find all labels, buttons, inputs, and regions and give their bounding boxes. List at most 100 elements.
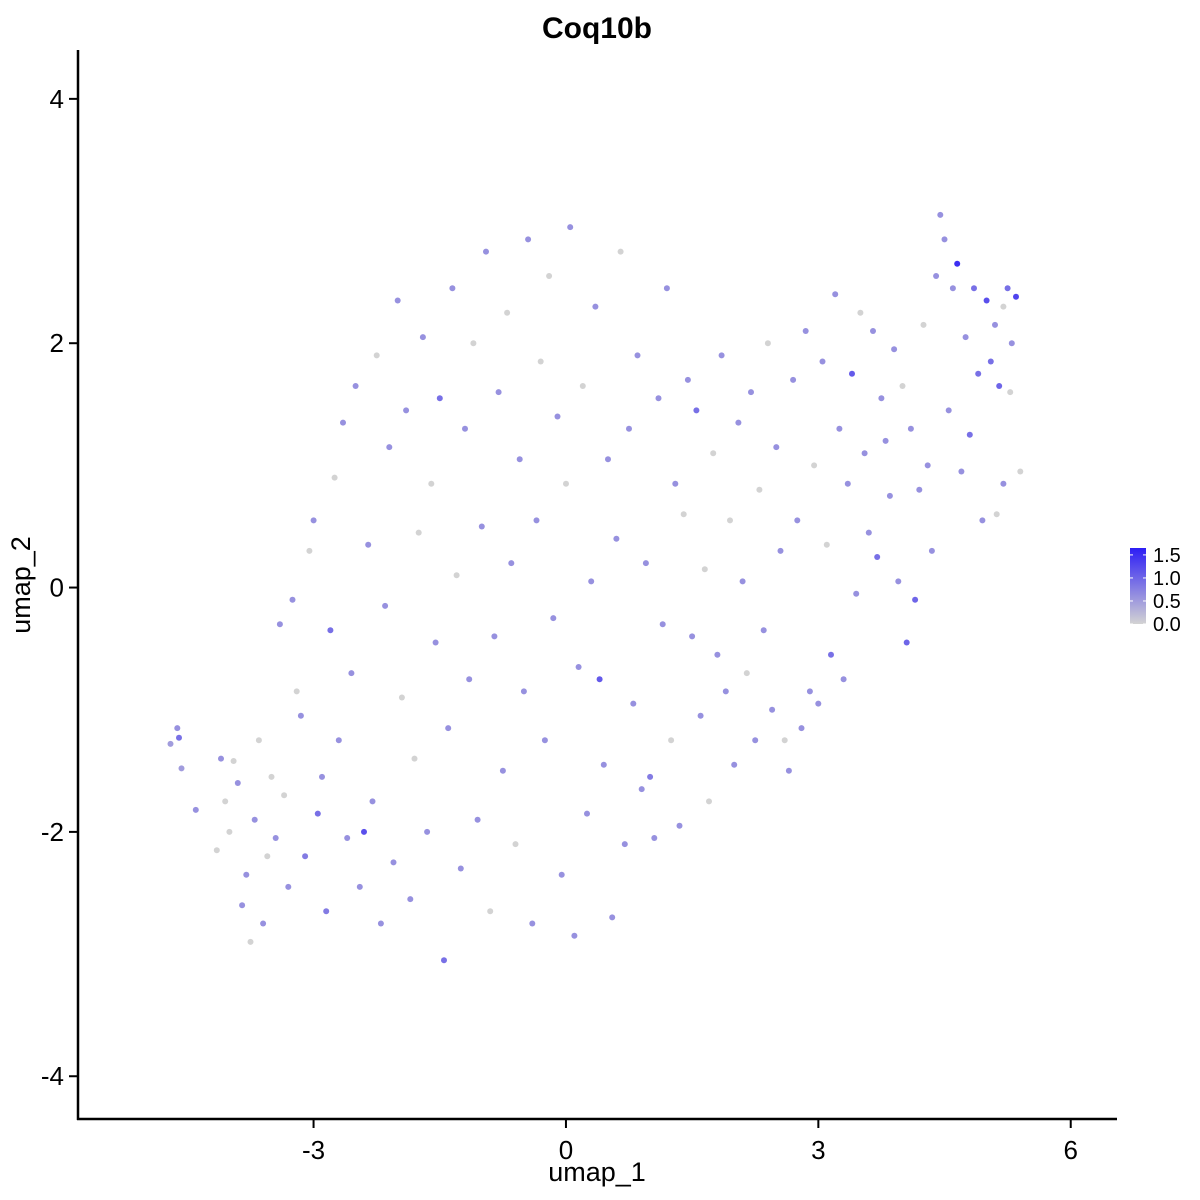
data-point bbox=[386, 444, 393, 451]
data-point bbox=[621, 841, 628, 848]
data-point bbox=[895, 578, 902, 585]
data-point bbox=[933, 273, 940, 279]
data-point bbox=[453, 572, 460, 579]
data-point bbox=[790, 376, 797, 383]
x-axis-label: umap_1 bbox=[548, 1157, 646, 1187]
data-point bbox=[533, 517, 540, 524]
data-point bbox=[870, 328, 876, 334]
data-point bbox=[802, 328, 809, 334]
data-point bbox=[178, 765, 185, 772]
data-point bbox=[735, 419, 742, 426]
data-point bbox=[491, 633, 498, 640]
data-point bbox=[571, 932, 578, 939]
data-point bbox=[916, 486, 923, 493]
data-point bbox=[289, 596, 296, 603]
data-point bbox=[331, 474, 338, 481]
data-point bbox=[891, 346, 898, 353]
data-point bbox=[912, 596, 919, 603]
data-point bbox=[319, 773, 325, 780]
data-point bbox=[234, 780, 241, 786]
data-point bbox=[575, 664, 582, 670]
data-point bbox=[798, 725, 805, 732]
data-point bbox=[642, 560, 649, 567]
data-point bbox=[937, 211, 944, 218]
data-point bbox=[701, 566, 708, 573]
data-point bbox=[806, 688, 813, 695]
data-point bbox=[928, 547, 935, 554]
data-point bbox=[882, 437, 889, 444]
data-point bbox=[886, 492, 893, 499]
data-point bbox=[550, 615, 557, 622]
data-point bbox=[462, 425, 468, 432]
data-point bbox=[828, 651, 834, 658]
colorbar-tick-label: 0.5 bbox=[1153, 591, 1181, 613]
data-point bbox=[382, 602, 389, 609]
data-point bbox=[836, 425, 843, 432]
x-tick-label: 6 bbox=[1063, 1135, 1077, 1165]
data-point bbox=[457, 865, 464, 872]
data-point bbox=[651, 835, 658, 841]
data-point bbox=[537, 358, 544, 365]
data-point bbox=[243, 871, 250, 878]
data-point bbox=[748, 389, 754, 396]
data-point bbox=[369, 798, 376, 805]
data-point bbox=[924, 462, 931, 469]
data-point bbox=[554, 413, 561, 420]
data-point bbox=[226, 828, 233, 835]
data-point bbox=[663, 285, 670, 292]
colorbar-tick-label: 1.0 bbox=[1153, 568, 1181, 590]
data-point bbox=[857, 309, 864, 316]
data-point bbox=[213, 847, 220, 854]
data-point bbox=[819, 358, 826, 365]
data-point bbox=[230, 758, 237, 764]
data-point bbox=[487, 908, 494, 915]
data-point bbox=[567, 224, 574, 231]
data-point bbox=[579, 383, 586, 389]
data-point bbox=[764, 340, 771, 347]
data-point bbox=[693, 407, 700, 414]
data-point bbox=[276, 621, 283, 628]
data-point bbox=[483, 248, 489, 255]
data-point bbox=[373, 352, 380, 359]
data-point bbox=[504, 309, 511, 316]
data-point bbox=[676, 822, 683, 829]
data-point bbox=[365, 541, 372, 548]
data-point bbox=[626, 425, 632, 432]
data-point bbox=[314, 810, 321, 817]
data-point bbox=[218, 755, 224, 762]
data-point bbox=[971, 285, 977, 292]
data-point bbox=[247, 938, 254, 945]
data-point bbox=[251, 816, 258, 823]
x-ticks: -3 0 3 6 bbox=[302, 1119, 1078, 1165]
data-point bbox=[684, 376, 691, 383]
data-point bbox=[987, 358, 994, 365]
y-tick-label: -4 bbox=[41, 1061, 64, 1091]
y-axis-label: umap_2 bbox=[6, 536, 36, 634]
x-tick-label: 0 bbox=[559, 1135, 573, 1165]
data-point bbox=[823, 541, 830, 548]
data-point bbox=[949, 285, 956, 292]
data-point bbox=[975, 370, 982, 377]
data-point bbox=[302, 853, 309, 860]
data-point bbox=[993, 511, 1000, 518]
colorbar-gradient bbox=[1130, 548, 1146, 624]
data-point bbox=[285, 883, 292, 890]
data-point bbox=[192, 806, 199, 813]
data-point bbox=[356, 883, 363, 890]
data-point bbox=[394, 297, 401, 304]
data-point bbox=[340, 419, 346, 426]
data-point bbox=[174, 725, 181, 732]
data-point bbox=[853, 590, 860, 597]
data-point bbox=[966, 431, 973, 438]
data-point bbox=[344, 835, 351, 841]
data-point bbox=[773, 444, 780, 451]
y-ticks: -4 -2 0 2 4 bbox=[41, 84, 78, 1091]
y-tick-label: 0 bbox=[50, 573, 64, 603]
data-point bbox=[327, 627, 334, 634]
data-point bbox=[335, 737, 342, 744]
colorbar-legend: 0.00.51.01.5 bbox=[1130, 545, 1181, 636]
data-point bbox=[436, 395, 443, 402]
data-point bbox=[310, 517, 317, 524]
data-point bbox=[419, 334, 426, 341]
data-point bbox=[176, 734, 182, 741]
